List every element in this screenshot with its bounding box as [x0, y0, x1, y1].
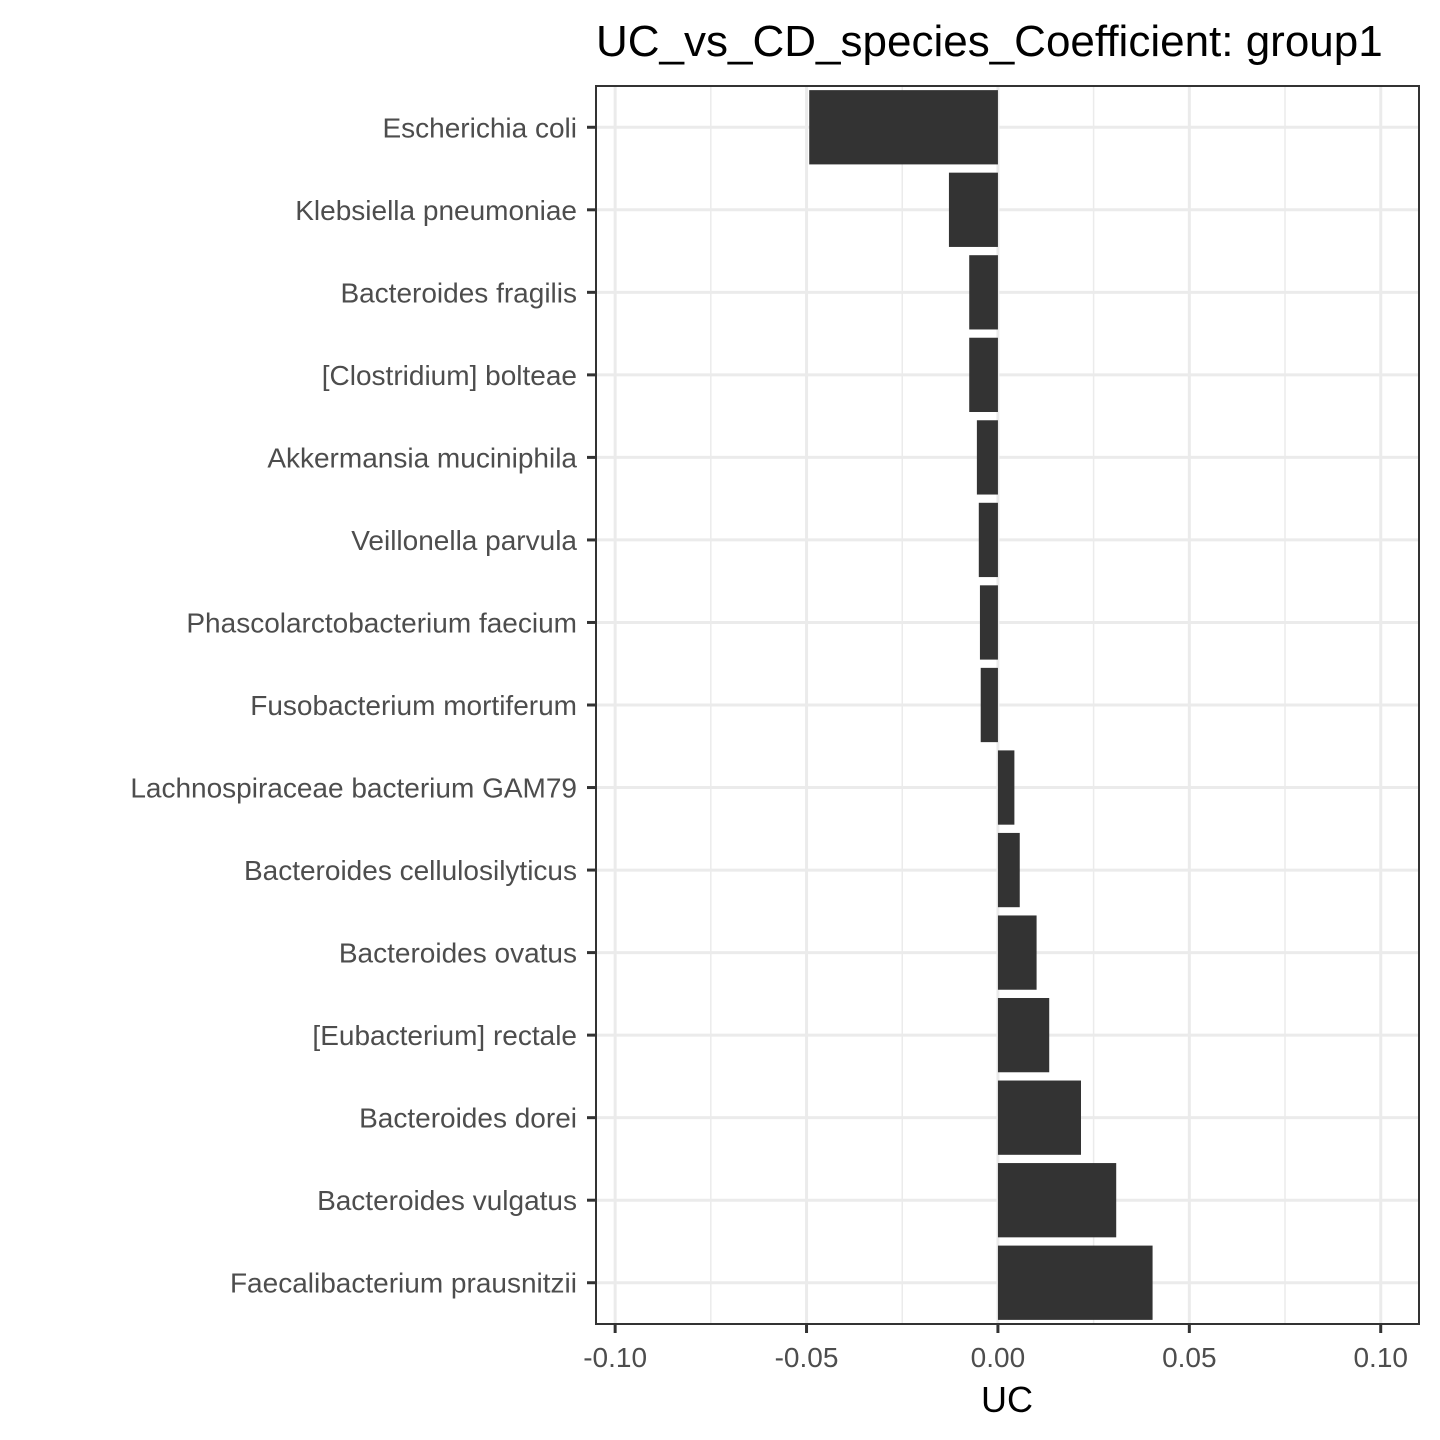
- bar: [997, 1080, 1081, 1155]
- y-tick-label: Bacteroides ovatus: [339, 938, 577, 969]
- x-tick-label: -0.05: [775, 1342, 839, 1373]
- y-tick-label: Faecalibacterium prausnitzii: [230, 1268, 577, 1299]
- y-tick-label: Lachnospiraceae bacterium GAM79: [130, 773, 577, 804]
- x-tick-label: 0.10: [1353, 1342, 1408, 1373]
- y-tick-label: Veillonella parvula: [351, 525, 577, 556]
- y-tick-label: Escherichia coli: [382, 112, 577, 143]
- bar: [979, 585, 998, 660]
- y-tick-label: Bacteroides cellulosilyticus: [244, 855, 577, 886]
- y-tick-label: Bacteroides dorei: [359, 1103, 577, 1134]
- y-tick-label: Bacteroides fragilis: [340, 277, 577, 308]
- y-tick-label: Fusobacterium mortiferum: [250, 690, 577, 721]
- y-tick-label: Bacteroides vulgatus: [317, 1185, 577, 1216]
- bar: [997, 1245, 1153, 1320]
- bar: [997, 750, 1015, 825]
- x-tick-label: 0.00: [971, 1342, 1026, 1373]
- y-axis: Escherichia coli Klebsiella pneumoniae Bac…: [130, 112, 596, 1299]
- bar: [969, 337, 998, 413]
- bar: [997, 915, 1037, 990]
- bar: [948, 172, 998, 247]
- x-axis-title: UC: [981, 1379, 1033, 1420]
- bars: [809, 90, 1153, 1320]
- bar: [976, 420, 998, 495]
- bar: [997, 832, 1020, 908]
- y-tick-label: Klebsiella pneumoniae: [295, 195, 577, 226]
- bar: [809, 90, 998, 165]
- bar: [980, 667, 998, 743]
- bar: [969, 255, 998, 330]
- bar: [997, 997, 1050, 1073]
- y-tick-label: Phascolarctobacterium faecium: [186, 607, 577, 638]
- chart-title: UC_vs_CD_species_Coefficient: group1: [596, 17, 1383, 66]
- x-axis: -0.10 -0.05 0.00 0.05 0.10: [583, 1324, 1408, 1373]
- x-tick-label: -0.10: [583, 1342, 647, 1373]
- bar: [978, 502, 998, 578]
- x-tick-label: 0.05: [1162, 1342, 1217, 1373]
- bar: [997, 1163, 1117, 1238]
- y-tick-label: [Eubacterium] rectale: [312, 1020, 577, 1051]
- y-tick-label: Akkermansia muciniphila: [267, 442, 577, 473]
- y-tick-label: [Clostridium] bolteae: [322, 360, 577, 391]
